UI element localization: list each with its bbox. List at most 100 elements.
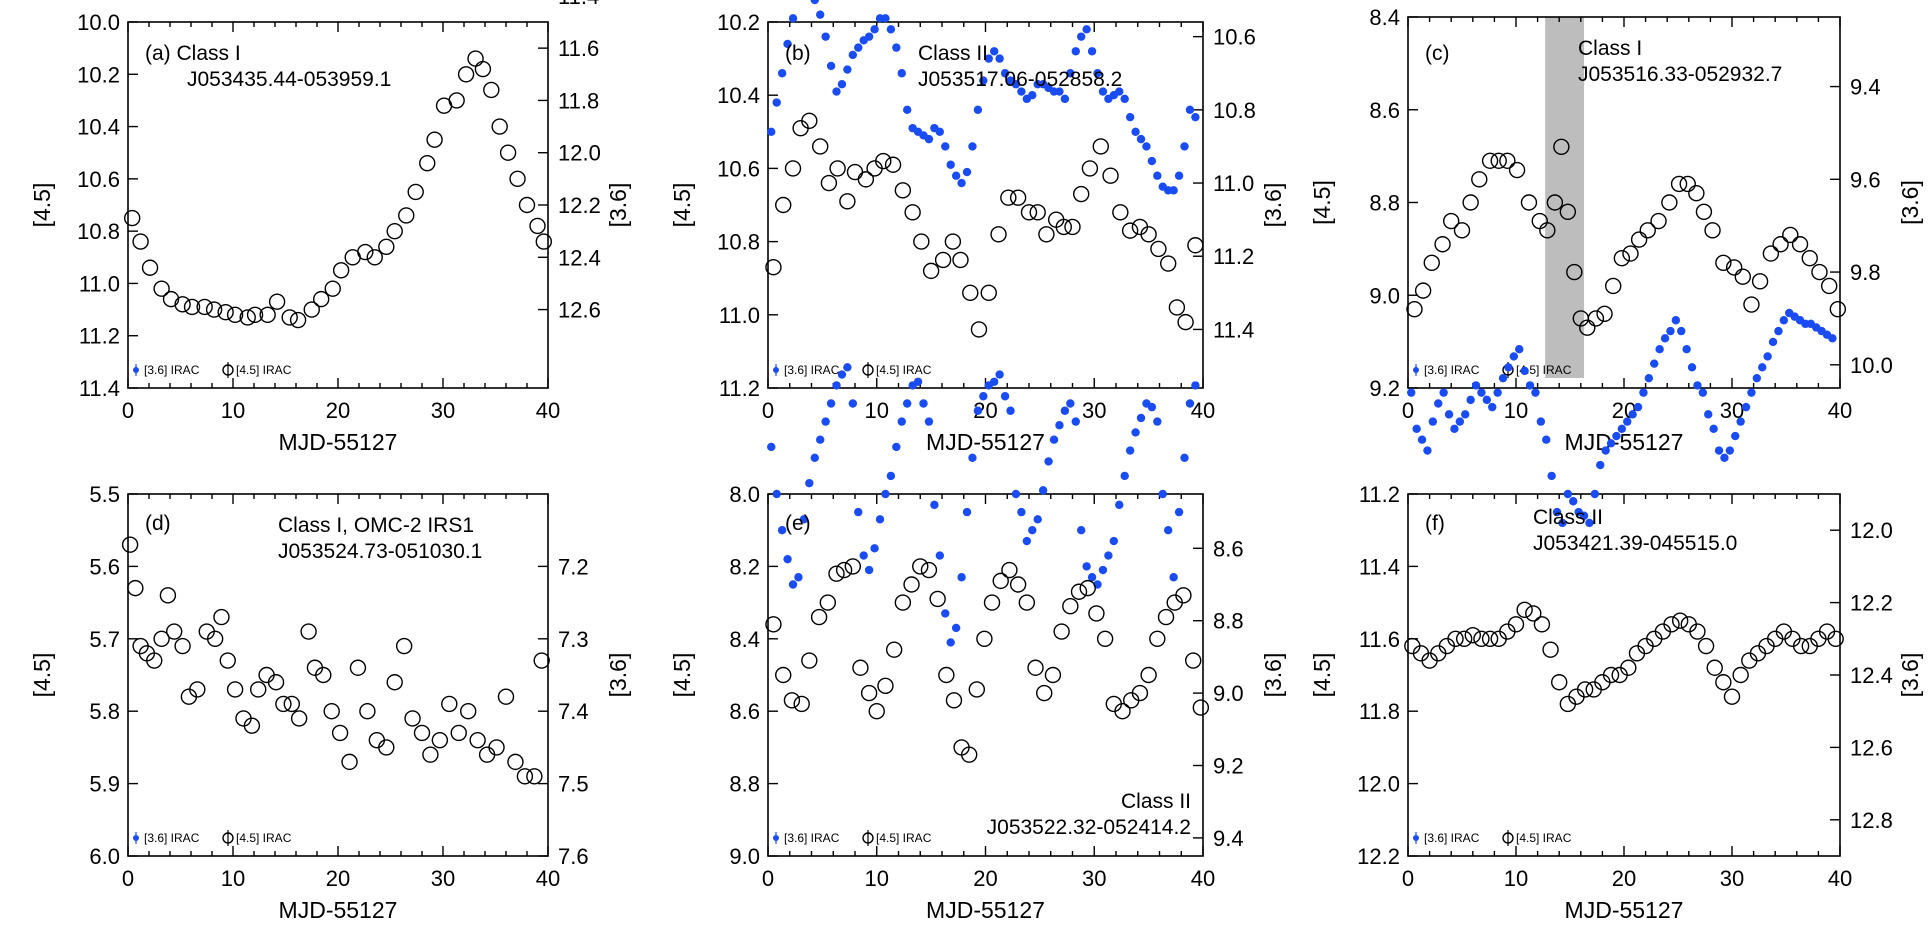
- y-right-tick-label: 8.8: [1213, 609, 1244, 634]
- data-point-irac45: [267, 674, 285, 691]
- data-point-irac45: [1070, 583, 1088, 600]
- data-point-irac45: [945, 692, 963, 709]
- object-id: J053517.06-052858.2: [918, 68, 1122, 91]
- data-point-irac36: [1060, 94, 1070, 104]
- data-point-irac45: [1663, 616, 1680, 633]
- y-right-tick-label: 12.0: [558, 141, 601, 166]
- data-point-irac36: [1077, 526, 1086, 535]
- y-left-tick-label: 11.0: [719, 303, 760, 328]
- data-point-irac36: [1488, 402, 1497, 412]
- x-tick-label: 0: [122, 398, 134, 423]
- object-id: J053435.44-053959.1: [187, 68, 391, 91]
- data-point-irac36: [1115, 87, 1124, 96]
- x-tick-label: 10: [1504, 866, 1528, 891]
- data-point-irac36: [1687, 363, 1697, 372]
- data-point-irac36: [837, 370, 847, 379]
- data-point-irac45: [526, 768, 543, 785]
- data-point-irac36: [924, 417, 934, 426]
- data-point-irac36: [1828, 334, 1837, 343]
- data-point-irac36: [1098, 565, 1108, 575]
- data-point-irac45: [1177, 313, 1194, 331]
- y-right-axis-title: [3.6]: [1260, 183, 1286, 228]
- x-tick-label: 20: [326, 398, 350, 423]
- data-point-irac36: [816, 435, 825, 444]
- data-point-irac36: [1077, 32, 1086, 41]
- data-point-irac45: [860, 684, 878, 702]
- data-point-irac45: [1159, 255, 1177, 272]
- y-left-tick-label: 5.5: [89, 482, 120, 507]
- x-tick-label: 0: [762, 866, 774, 891]
- data-point-irac36: [1471, 381, 1481, 390]
- data-point-irac45: [289, 311, 307, 329]
- data-point-irac45: [189, 681, 206, 698]
- data-point-irac45: [983, 594, 1001, 611]
- data-point-irac45: [894, 182, 912, 199]
- data-point-irac45: [1725, 259, 1743, 276]
- data-point-irac36: [984, 54, 993, 63]
- data-point-irac45: [1613, 249, 1631, 267]
- data-point-irac45: [1053, 623, 1070, 640]
- data-point-irac45: [1516, 601, 1533, 619]
- data-point-irac45: [920, 561, 938, 579]
- data-point-irac45: [313, 290, 330, 308]
- data-point-irac36: [1585, 518, 1594, 528]
- object-id: J053421.39-045515.0: [1533, 532, 1737, 555]
- y-left-tick-label: 10.4: [717, 83, 760, 108]
- data-point-irac45: [174, 296, 191, 313]
- data-point-irac45: [765, 259, 782, 276]
- data-point-irac45: [1020, 204, 1038, 221]
- data-point-irac45: [913, 233, 930, 250]
- data-point-irac36: [941, 609, 950, 618]
- data-point-irac45: [1602, 666, 1620, 684]
- x-tick-label: 30: [1082, 866, 1106, 891]
- y-right-tick-label: 12.4: [558, 245, 601, 270]
- data-point-irac36: [1752, 373, 1762, 383]
- legend-label-irac45: [4.5] IRAC: [1516, 831, 1572, 845]
- data-point-irac45: [765, 616, 782, 633]
- data-point-irac45: [1679, 175, 1696, 193]
- data-point-irac45: [1072, 185, 1090, 203]
- data-point-irac45: [1579, 319, 1596, 336]
- data-point-irac36: [1531, 388, 1540, 397]
- y-left-tick-label: 11.4: [79, 376, 120, 401]
- data-point-irac45: [1531, 212, 1548, 230]
- data-point-irac36: [1071, 417, 1080, 426]
- data-point-irac36: [886, 25, 896, 34]
- data-point-irac36: [1038, 486, 1048, 495]
- data-point-irac45: [1175, 587, 1192, 604]
- panel-letter: (f): [1425, 512, 1445, 535]
- data-point-irac45: [1027, 659, 1044, 676]
- data-point-irac45: [250, 681, 267, 698]
- data-point-irac36: [886, 471, 896, 481]
- y-right-tick-label: 11.4: [558, 0, 599, 9]
- x-tick-label: 20: [1612, 866, 1636, 891]
- data-point-irac45: [962, 284, 979, 302]
- data-point-irac45: [300, 623, 317, 640]
- data-point-irac45: [315, 666, 332, 684]
- y-left-tick-label: 8.8: [729, 772, 760, 797]
- data-point-irac36: [788, 580, 798, 589]
- data-point-irac45: [467, 50, 484, 67]
- data-point-irac45: [123, 209, 141, 227]
- data-point-irac45: [1406, 300, 1423, 318]
- data-point-irac36: [968, 453, 977, 462]
- data-point-irac36: [826, 399, 836, 408]
- data-point-irac36: [864, 32, 874, 41]
- data-point-irac36: [973, 105, 983, 115]
- data-point-irac36: [1174, 507, 1184, 517]
- panel-letter: (b): [785, 42, 811, 65]
- data-point-irac36: [903, 399, 912, 408]
- data-point-irac45: [1743, 296, 1760, 313]
- data-point-irac36: [1115, 500, 1124, 510]
- data-point-irac36: [1650, 359, 1659, 368]
- data-point-irac45: [938, 666, 955, 684]
- y-left-axis-title: [4.5]: [669, 183, 695, 228]
- class-label: Class II: [918, 42, 988, 65]
- data-point-irac36: [1104, 551, 1113, 560]
- data-point-irac36: [1022, 536, 1032, 546]
- chart-panel-0: 0 10 20 30 40 10.0 10.2 10.4 10.6 10.8 11.0 11.2 11.…: [29, 0, 631, 455]
- data-point-irac45: [1055, 218, 1073, 236]
- data-point-irac45: [1102, 167, 1119, 184]
- data-point-irac45: [857, 171, 875, 188]
- class-label: Class I: [1578, 37, 1642, 60]
